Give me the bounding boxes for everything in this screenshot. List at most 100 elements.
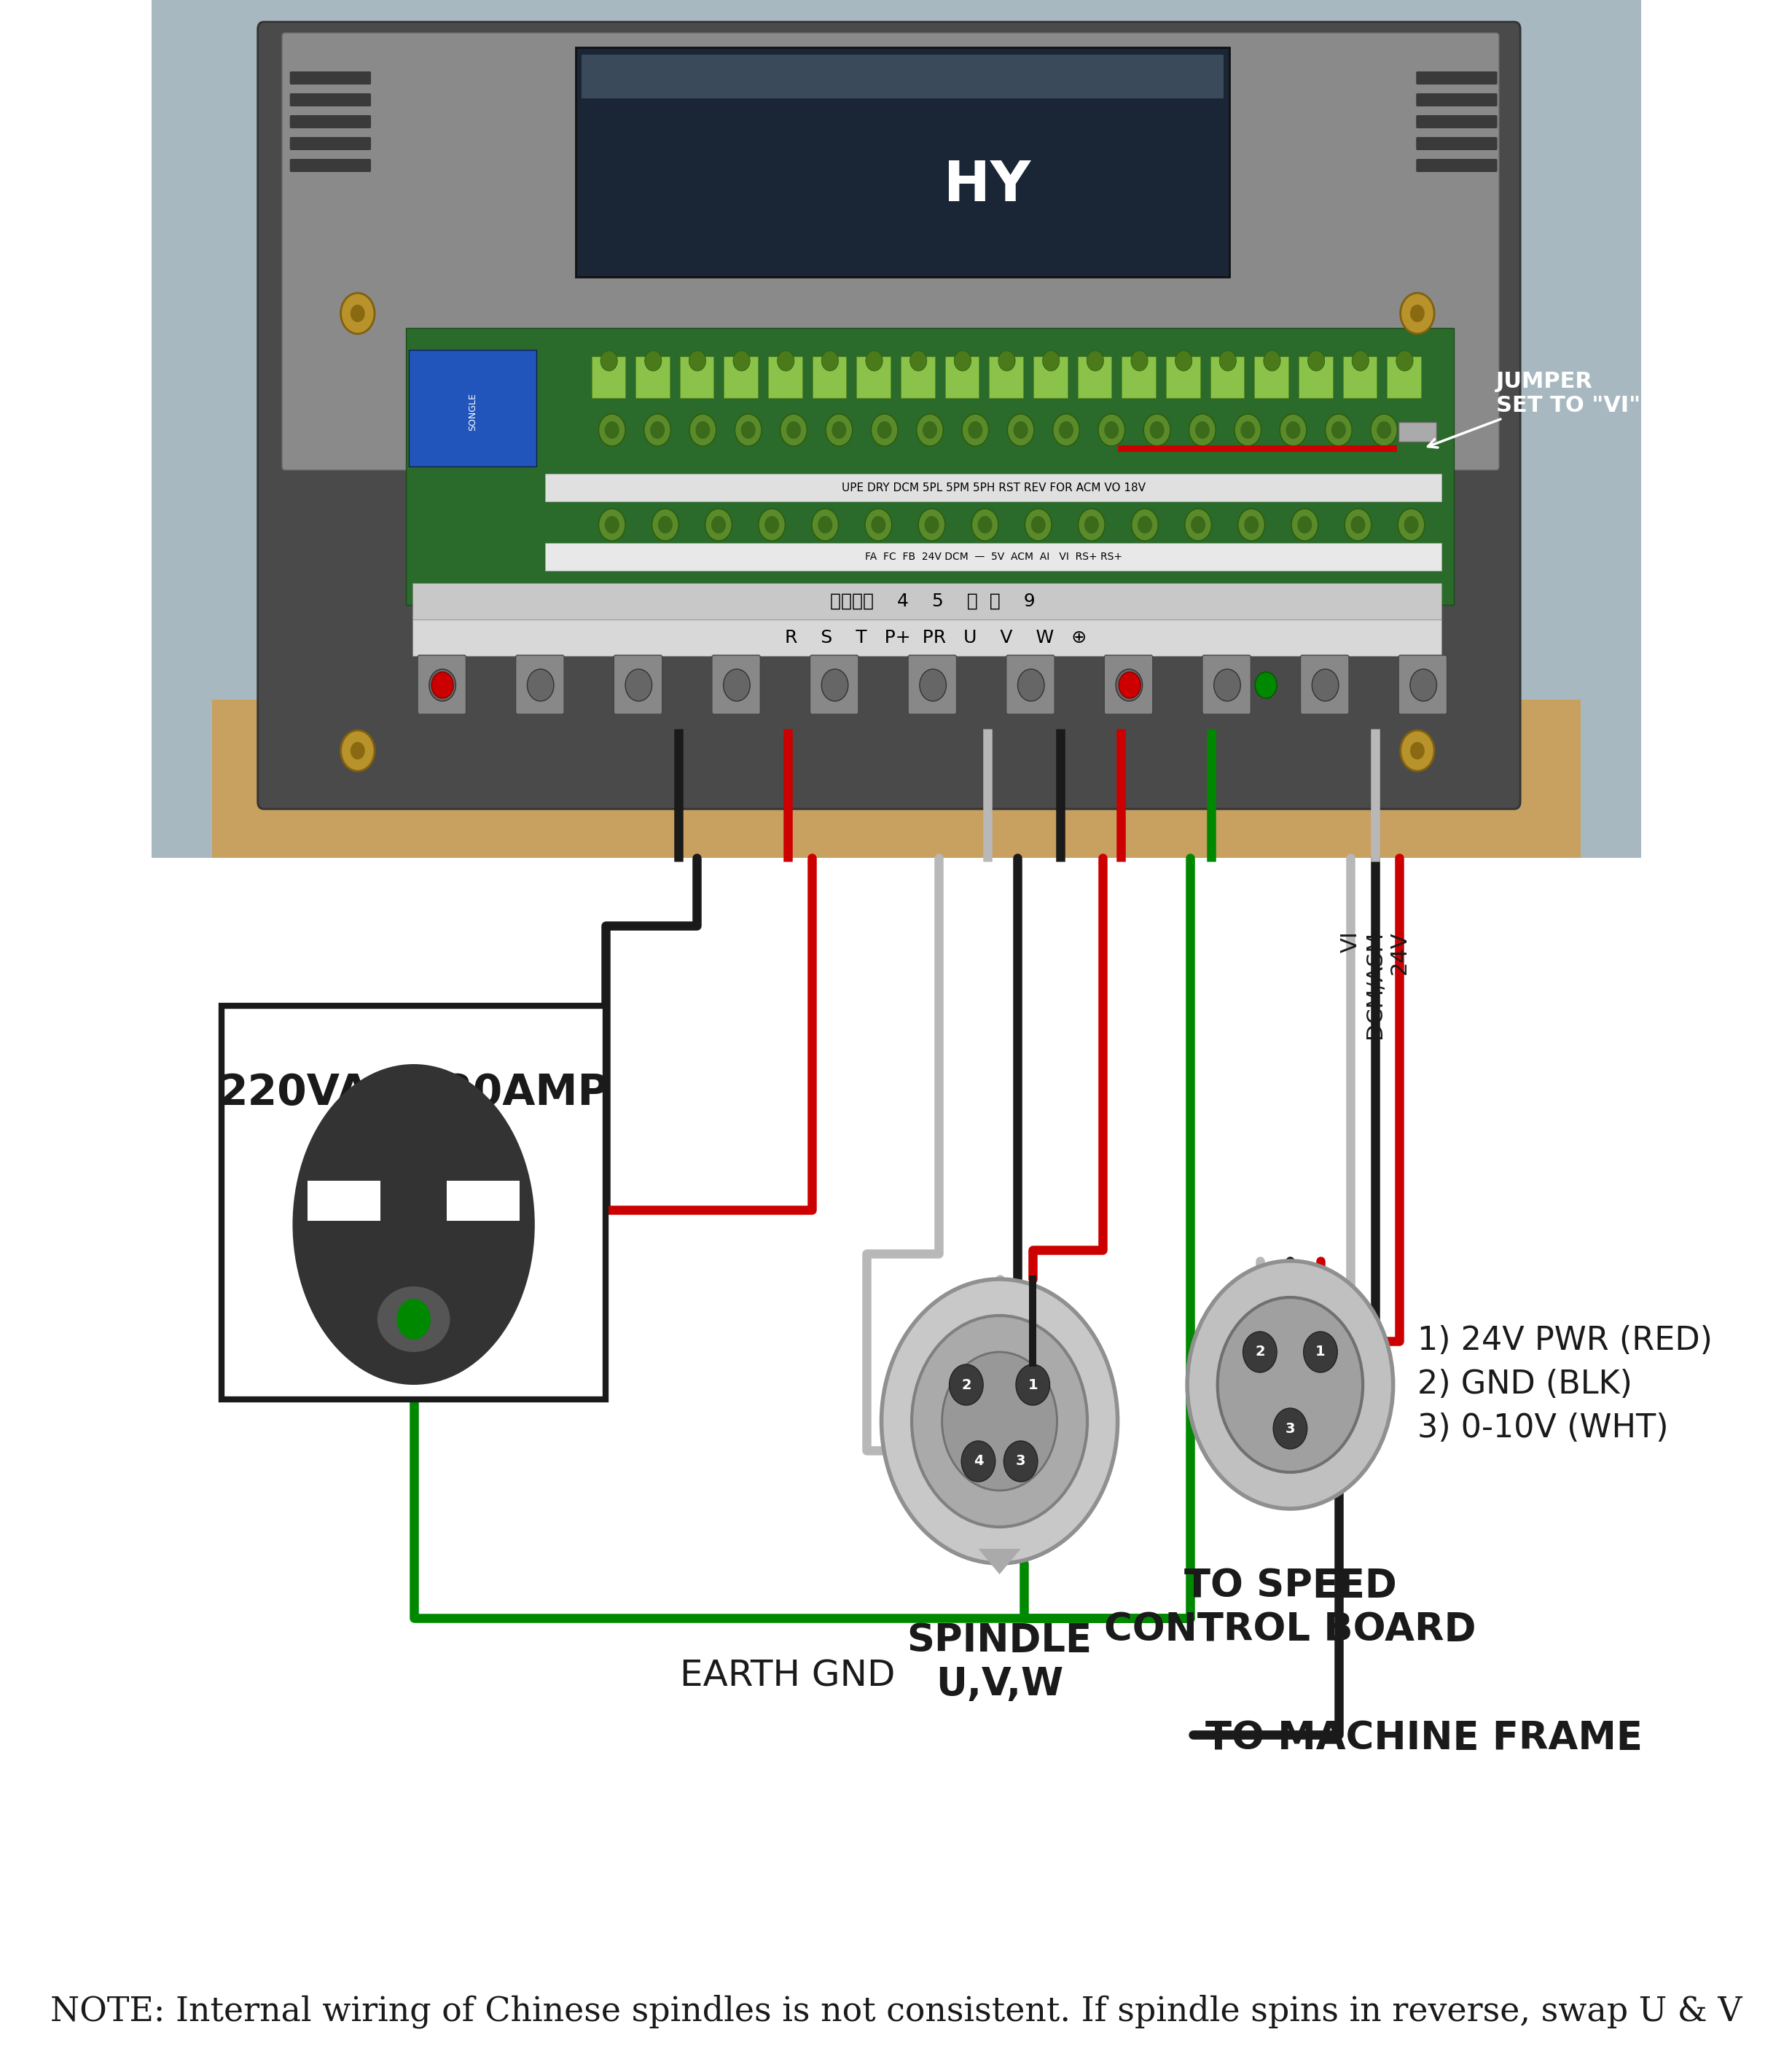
Circle shape xyxy=(1025,508,1052,542)
Circle shape xyxy=(1086,351,1104,370)
Circle shape xyxy=(912,1315,1088,1528)
Circle shape xyxy=(711,517,726,533)
Circle shape xyxy=(866,508,892,542)
FancyBboxPatch shape xyxy=(412,583,1441,620)
Text: 3: 3 xyxy=(1285,1422,1296,1434)
Circle shape xyxy=(1143,413,1170,446)
Circle shape xyxy=(962,413,989,446)
Circle shape xyxy=(821,670,848,701)
FancyBboxPatch shape xyxy=(1398,422,1435,442)
FancyBboxPatch shape xyxy=(724,356,758,399)
FancyBboxPatch shape xyxy=(812,356,846,399)
Circle shape xyxy=(1098,413,1125,446)
Circle shape xyxy=(950,1364,984,1406)
Circle shape xyxy=(831,422,846,438)
FancyBboxPatch shape xyxy=(909,655,957,715)
FancyBboxPatch shape xyxy=(418,655,466,715)
FancyBboxPatch shape xyxy=(901,356,935,399)
Circle shape xyxy=(1396,351,1414,370)
Circle shape xyxy=(1287,422,1301,438)
FancyBboxPatch shape xyxy=(857,356,891,399)
FancyBboxPatch shape xyxy=(446,1180,520,1222)
Circle shape xyxy=(1297,517,1312,533)
FancyBboxPatch shape xyxy=(591,356,625,399)
Circle shape xyxy=(925,517,939,533)
Circle shape xyxy=(978,517,993,533)
Text: 220VAC@20AMP: 220VAC@20AMP xyxy=(219,1073,609,1114)
Circle shape xyxy=(625,670,652,701)
Text: 3: 3 xyxy=(1016,1455,1025,1468)
FancyBboxPatch shape xyxy=(1416,72,1498,85)
Circle shape xyxy=(1235,413,1262,446)
Text: SONGLE: SONGLE xyxy=(468,393,477,430)
Circle shape xyxy=(943,1352,1057,1490)
FancyBboxPatch shape xyxy=(1301,655,1349,715)
Circle shape xyxy=(910,351,926,370)
Circle shape xyxy=(826,413,853,446)
FancyBboxPatch shape xyxy=(1398,655,1446,715)
Circle shape xyxy=(1084,517,1098,533)
Circle shape xyxy=(1185,508,1211,542)
Circle shape xyxy=(758,508,785,542)
Circle shape xyxy=(1244,517,1258,533)
Circle shape xyxy=(1054,413,1079,446)
Circle shape xyxy=(599,413,625,446)
Circle shape xyxy=(1326,413,1351,446)
Text: DCM/ASM: DCM/ASM xyxy=(1364,930,1385,1038)
FancyBboxPatch shape xyxy=(944,356,978,399)
FancyBboxPatch shape xyxy=(290,93,371,105)
Circle shape xyxy=(1192,517,1206,533)
Circle shape xyxy=(527,670,554,701)
FancyBboxPatch shape xyxy=(290,116,371,128)
FancyBboxPatch shape xyxy=(1122,356,1156,399)
FancyBboxPatch shape xyxy=(711,655,760,715)
Circle shape xyxy=(652,508,679,542)
FancyBboxPatch shape xyxy=(407,329,1453,606)
Circle shape xyxy=(351,742,366,759)
FancyBboxPatch shape xyxy=(1387,356,1421,399)
FancyBboxPatch shape xyxy=(1254,356,1288,399)
Text: SPINDLE
U,V,W: SPINDLE U,V,W xyxy=(907,1623,1091,1703)
Text: 1) 24V PWR (RED): 1) 24V PWR (RED) xyxy=(1417,1325,1713,1356)
Text: R    S    T   P+  PR   U    V    W   ⊕: R S T P+ PR U V W ⊕ xyxy=(767,628,1086,647)
Circle shape xyxy=(871,413,898,446)
FancyBboxPatch shape xyxy=(1104,655,1152,715)
Circle shape xyxy=(599,508,625,542)
FancyBboxPatch shape xyxy=(1202,655,1251,715)
Circle shape xyxy=(1254,672,1278,699)
Circle shape xyxy=(923,422,937,438)
Text: JUMPER
SET TO "VI": JUMPER SET TO "VI" xyxy=(1428,370,1640,449)
Text: 1: 1 xyxy=(1029,1379,1038,1391)
FancyBboxPatch shape xyxy=(1034,356,1068,399)
Circle shape xyxy=(1018,670,1045,701)
FancyBboxPatch shape xyxy=(290,72,371,85)
Text: 24V: 24V xyxy=(1389,930,1410,974)
Text: UPE DRY DCM 5PL 5PM 5PH RST REV FOR ACM VO 18V: UPE DRY DCM 5PL 5PM 5PH RST REV FOR ACM … xyxy=(842,482,1145,494)
FancyBboxPatch shape xyxy=(211,701,1581,858)
Circle shape xyxy=(1213,670,1240,701)
Circle shape xyxy=(733,351,751,370)
FancyBboxPatch shape xyxy=(582,54,1224,99)
Circle shape xyxy=(645,351,661,370)
Circle shape xyxy=(735,413,762,446)
Text: 4: 4 xyxy=(973,1455,984,1468)
FancyBboxPatch shape xyxy=(412,620,1441,655)
Text: NOTE: Internal wiring of Chinese spindles is not consistent. If spindle spins in: NOTE: Internal wiring of Chinese spindle… xyxy=(50,1995,1742,2028)
FancyBboxPatch shape xyxy=(1416,93,1498,105)
FancyBboxPatch shape xyxy=(810,655,858,715)
FancyBboxPatch shape xyxy=(1299,356,1333,399)
Circle shape xyxy=(600,351,618,370)
Circle shape xyxy=(1240,422,1254,438)
FancyBboxPatch shape xyxy=(545,473,1441,502)
Circle shape xyxy=(340,730,375,771)
FancyBboxPatch shape xyxy=(989,356,1023,399)
Circle shape xyxy=(1131,508,1158,542)
Circle shape xyxy=(1400,730,1434,771)
Text: HY: HY xyxy=(944,159,1030,213)
Circle shape xyxy=(643,413,670,446)
Circle shape xyxy=(428,670,455,701)
Circle shape xyxy=(1007,413,1034,446)
Circle shape xyxy=(688,351,706,370)
Circle shape xyxy=(1188,1261,1392,1509)
Text: FA  FC  FB  24V DCM  —  5V  ACM  AI   VI  RS+ RS+: FA FC FB 24V DCM — 5V ACM AI VI RS+ RS+ xyxy=(866,552,1122,562)
